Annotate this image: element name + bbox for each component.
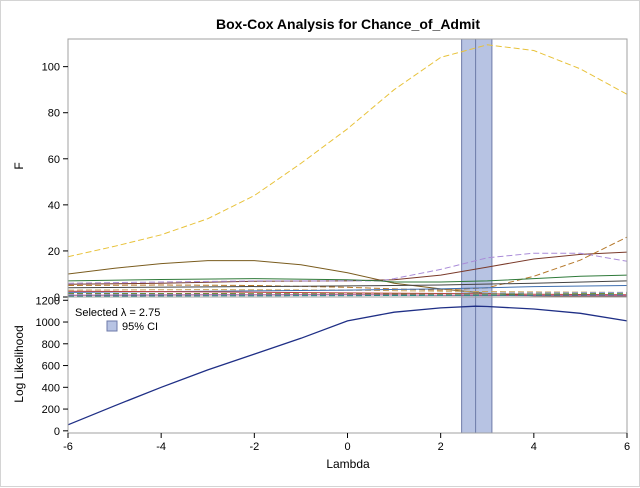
ci-band	[461, 38, 493, 298]
series-line-0-0	[67, 44, 628, 258]
series-line-1-0	[67, 305, 628, 426]
x-tick-label: 0	[344, 441, 350, 453]
y-tick-label: 600	[42, 361, 60, 373]
legend-ci-label: 95% CI	[122, 321, 158, 333]
y-tick-label: 200	[42, 404, 60, 416]
series-line-0-13	[67, 294, 628, 297]
y-tick-label: 0	[54, 292, 60, 304]
y-tick-label: 1000	[36, 317, 60, 329]
series-line-0-11	[68, 292, 628, 295]
y-tick-label: 100	[42, 62, 60, 74]
y-tick-label: 60	[48, 154, 60, 166]
f-panel: 0 20 40 60 80 100	[42, 38, 628, 304]
series-line-0-6	[67, 289, 628, 293]
series-line-0-4	[67, 236, 628, 291]
y-tick-label: 0	[54, 426, 60, 438]
x-tick-label: 4	[531, 441, 537, 453]
y-tick-label: 20	[48, 246, 60, 258]
x-tick-label: 6	[624, 441, 630, 453]
y-tick-label: 40	[48, 200, 60, 212]
y-tick-label: 1200	[36, 295, 60, 307]
y-axis-label-log-likelihood: Log Likelihood	[12, 325, 26, 402]
ci-band	[461, 296, 493, 434]
series-line-0-12	[67, 294, 628, 297]
y-tick-label: 400	[42, 382, 60, 394]
x-tick-label: -2	[249, 441, 259, 453]
x-tick-label: -6	[63, 441, 73, 453]
x-axis-label: Lambda	[326, 457, 370, 471]
y-tick-label: 800	[42, 339, 60, 351]
series-line-0-3	[67, 252, 628, 284]
y-axis-label-f: F	[12, 162, 26, 169]
legend: Selected λ = 2.75 95% CI	[75, 307, 160, 333]
series-line-0-5	[67, 274, 628, 283]
legend-selected-lambda: Selected λ = 2.75	[75, 307, 160, 319]
x-tick-label: -4	[156, 441, 166, 453]
y-tick-label: 80	[48, 108, 60, 120]
x-tick-label: 2	[438, 441, 444, 453]
log-likelihood-panel: 0 200 400 600 800 1000 1200 -6 -4 -2 0 2 4 6	[36, 295, 631, 453]
chart-title: Box-Cox Analysis for Chance_of_Admit	[216, 16, 480, 32]
series-line-0-7	[67, 280, 628, 289]
series-line-0-2	[67, 251, 628, 285]
legend-ci-swatch	[106, 320, 118, 332]
